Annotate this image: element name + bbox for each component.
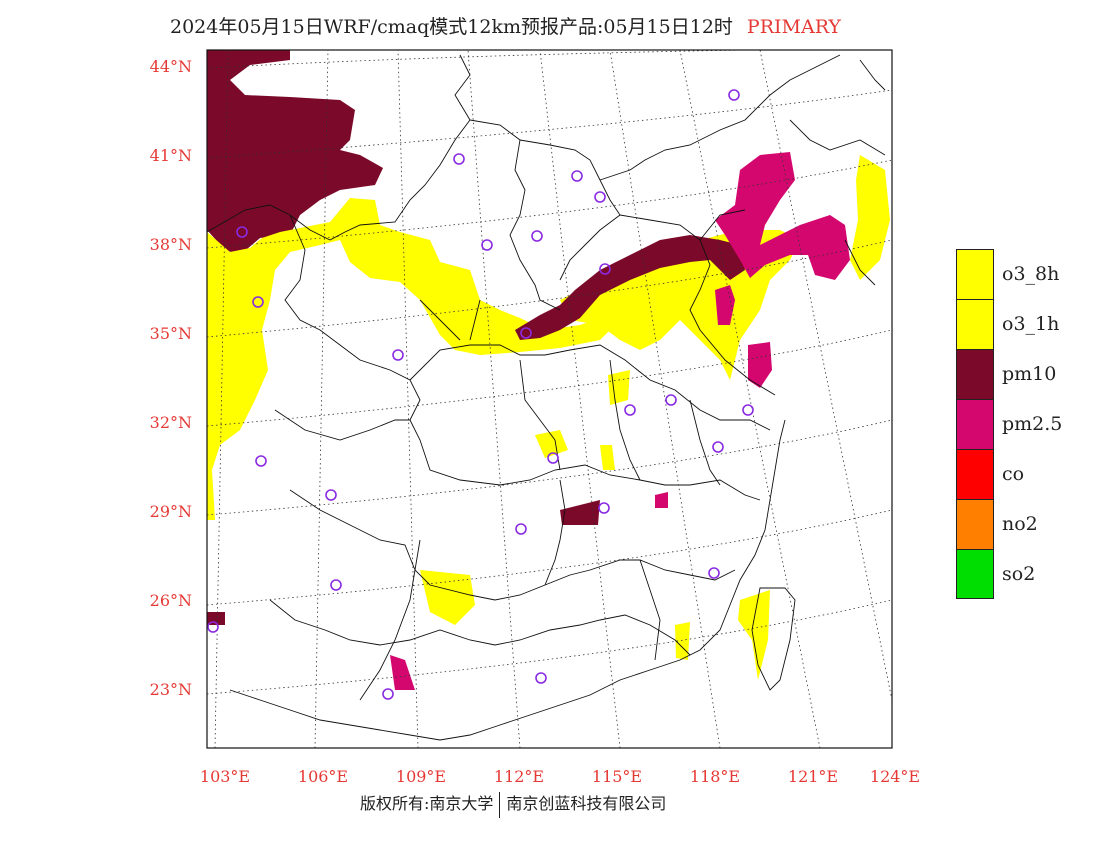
- map-title: 2024年05月15日WRF/cmaq模式12km预报产品:05月15日12时 P…: [170, 12, 1010, 42]
- o3-patch-guangdong: [675, 622, 690, 660]
- primary-tag: PRIMARY: [746, 16, 841, 38]
- stations: [207, 89, 754, 700]
- lat-label: 26°N: [150, 591, 192, 610]
- pm25-patch-fujian: [655, 492, 668, 508]
- legend-item: no2: [956, 499, 1100, 549]
- copyright-left: 版权所有:南京大学: [360, 794, 494, 813]
- legend-swatch: [956, 349, 994, 399]
- lon-label: 112°E: [494, 767, 544, 786]
- lon-label: 121°E: [788, 767, 838, 786]
- legend-item: o3_1h: [956, 299, 1100, 349]
- lon-label: 103°E: [200, 767, 250, 786]
- lat-axis: 44°N 41°N 38°N 35°N 32°N 29°N 26°N 23°N: [150, 57, 192, 699]
- lon-label: 106°E: [298, 767, 348, 786]
- pm25-patch-guangxi: [390, 655, 415, 690]
- lon-axis: 103°E 106°E 109°E 112°E 115°E 118°E 121°…: [200, 767, 920, 786]
- legend-item: pm2.5: [956, 399, 1100, 449]
- legend-label: pm10: [1002, 363, 1057, 385]
- legend-swatch: [956, 499, 994, 549]
- lon-label: 118°E: [690, 767, 740, 786]
- copyright: 版权所有:南京大学 南京创蓝科技有限公司: [360, 790, 666, 818]
- o3-patch-hubei: [535, 430, 568, 458]
- pm25-region-east: [715, 285, 735, 325]
- lat-label: 35°N: [150, 324, 192, 343]
- o3-region-east-coast: [850, 155, 890, 280]
- map-title-text: 2024年05月15日WRF/cmaq模式12km预报产品:05月15日12时: [170, 16, 733, 38]
- legend-label: o3_1h: [1002, 313, 1060, 335]
- legend-swatch: [956, 399, 994, 449]
- lon-label: 124°E: [870, 767, 920, 786]
- legend-swatch: [956, 249, 994, 299]
- o3-patch-jiangxi: [608, 370, 630, 405]
- o3-patch-anhui: [600, 445, 615, 470]
- pm10-region-north-plain: [515, 235, 745, 340]
- pm25-region-jiangsu: [748, 342, 772, 388]
- legend-item: pm10: [956, 349, 1100, 399]
- lat-label: 44°N: [150, 57, 192, 76]
- o3-region-west: [207, 198, 620, 520]
- lon-label: 115°E: [592, 767, 642, 786]
- pollutant-legend: o3_8h o3_1h pm10 pm2.5 co no2 so2: [956, 249, 1100, 599]
- lat-label: 41°N: [150, 146, 192, 165]
- legend-item: so2: [956, 549, 1100, 599]
- lat-label: 23°N: [150, 680, 192, 699]
- legend-label: so2: [1002, 563, 1036, 585]
- graticule: [207, 50, 892, 748]
- lon-label: 109°E: [396, 767, 446, 786]
- lat-label: 32°N: [150, 413, 192, 432]
- o3-patch-guangxi: [420, 570, 475, 625]
- legend-label: pm2.5: [1002, 413, 1063, 435]
- legend-label: no2: [1002, 513, 1038, 535]
- legend-swatch: [956, 449, 994, 499]
- pm25-region-northeast: [715, 152, 850, 280]
- legend-label: co: [1002, 463, 1025, 485]
- pm10-patch-hunan: [560, 500, 600, 525]
- legend-item: o3_8h: [956, 249, 1100, 299]
- o3-patch-taiwan: [738, 590, 770, 680]
- pm10-region-northwest: [207, 50, 383, 255]
- copyright-right: 南京创蓝科技有限公司: [506, 794, 667, 813]
- map-content: [207, 50, 892, 748]
- copyright-divider: [499, 791, 501, 818]
- boundaries: [207, 54, 886, 741]
- map-frame: [206, 49, 893, 749]
- legend-swatch: [956, 549, 994, 599]
- legend-label: o3_8h: [1002, 263, 1060, 285]
- legend-swatch: [956, 299, 994, 349]
- lat-label: 29°N: [150, 502, 192, 521]
- lat-label: 38°N: [150, 235, 192, 254]
- legend-item: co: [956, 449, 1100, 499]
